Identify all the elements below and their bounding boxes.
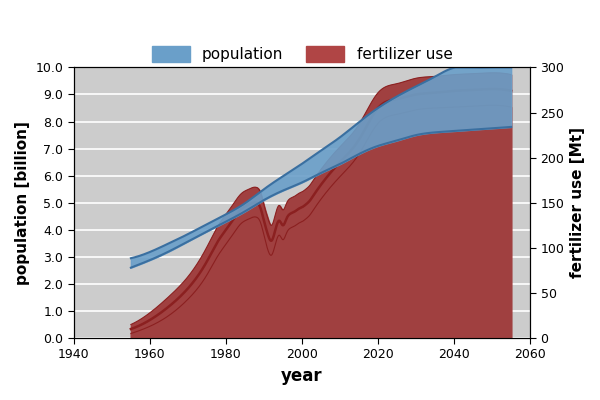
- X-axis label: year: year: [281, 367, 323, 385]
- Y-axis label: fertilizer use [Mt]: fertilizer use [Mt]: [570, 127, 585, 278]
- Y-axis label: population [billion]: population [billion]: [15, 121, 30, 285]
- Legend: population, fertilizer use: population, fertilizer use: [145, 40, 458, 68]
